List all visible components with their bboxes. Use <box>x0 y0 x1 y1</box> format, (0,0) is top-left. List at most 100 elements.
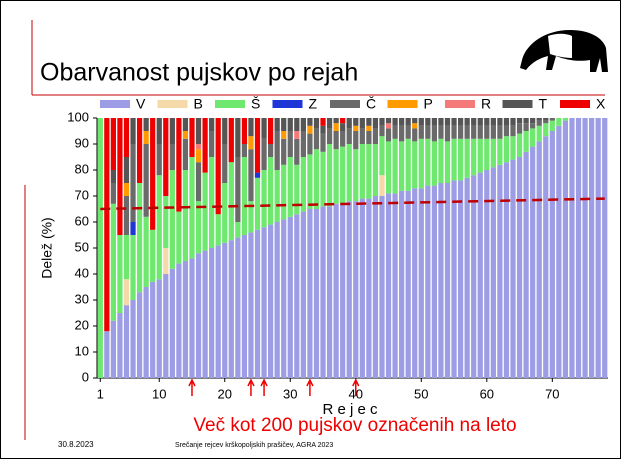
bar-segment <box>117 118 122 235</box>
bar-segment <box>445 126 450 142</box>
bar-segment <box>399 141 404 190</box>
bar-segment <box>366 118 371 126</box>
bar-segment <box>399 118 404 126</box>
bar-segment <box>497 118 502 126</box>
bar-segment <box>576 118 581 378</box>
bar-segment <box>261 118 266 139</box>
bar-segment <box>438 118 443 126</box>
bar-segment <box>222 118 227 144</box>
bar-segment <box>111 321 116 378</box>
bar-segment <box>373 196 378 378</box>
bar-segment <box>189 258 194 378</box>
y-tick-label: 70 <box>75 187 89 202</box>
bar-segment <box>517 157 522 378</box>
bar-segment <box>150 230 155 282</box>
bar-segment <box>543 123 548 136</box>
bar-segment <box>327 118 332 128</box>
bar-segment <box>229 118 234 162</box>
bar-segment <box>406 118 411 126</box>
bar-segment <box>491 139 496 168</box>
bar-segment <box>196 253 201 378</box>
bar-segment <box>268 118 273 144</box>
bar-segment <box>288 118 293 131</box>
bar-segment <box>340 147 345 204</box>
bar-segment <box>301 118 306 131</box>
x-tick-label: 20 <box>218 386 232 401</box>
bar-segment <box>478 118 483 126</box>
bar-segment <box>347 118 352 128</box>
bar-segment <box>517 118 522 123</box>
bar-segment <box>340 131 345 147</box>
legend-label: Č <box>366 96 376 112</box>
bar-segment <box>255 173 260 178</box>
bar-segment <box>222 243 227 378</box>
bar-segment <box>209 248 214 378</box>
bar-segment <box>510 160 515 378</box>
bar-segment <box>465 126 470 139</box>
bar-segment <box>465 178 470 378</box>
bar-segment <box>176 264 181 378</box>
bar-segment <box>550 131 555 378</box>
bar-segment <box>353 149 358 201</box>
bar-segment <box>320 134 325 152</box>
bar-segment <box>425 118 430 126</box>
bar-segment <box>104 118 109 331</box>
legend-label: Š <box>251 96 260 112</box>
bar-segment <box>478 139 483 173</box>
bar-segment <box>229 240 234 378</box>
bar-segment <box>130 144 135 222</box>
bar-segment <box>530 118 535 123</box>
bar-segment <box>412 141 417 188</box>
bar-segment <box>294 165 299 214</box>
y-axis-label: Delež (%) <box>39 217 55 278</box>
bar-segment <box>406 191 411 378</box>
bar-segment <box>170 118 175 144</box>
bar-segment <box>281 131 286 139</box>
bar-segment <box>543 136 548 378</box>
bar-segment <box>589 118 594 378</box>
bar-segment <box>150 118 155 230</box>
y-tick-label: 50 <box>75 239 89 254</box>
bar-segment <box>465 118 470 126</box>
bar-segment <box>386 193 391 378</box>
bar-segment <box>307 209 312 378</box>
bar-segment <box>491 126 496 139</box>
bar-segment <box>504 118 509 126</box>
bar-segment <box>379 175 384 196</box>
bar-segment <box>307 134 312 155</box>
bar-segment <box>288 217 293 378</box>
bar-segment <box>242 235 247 378</box>
bar-segment <box>334 149 339 204</box>
bar-segment <box>392 139 397 194</box>
bar-segment <box>530 123 535 128</box>
bar-segment <box>491 167 496 378</box>
bar-segment <box>530 128 535 146</box>
bar-segment <box>202 173 207 251</box>
bar-segment <box>255 178 260 230</box>
bar-segment <box>248 232 253 378</box>
bar-segment <box>386 128 391 141</box>
bar-segment <box>386 118 391 123</box>
bar-segment <box>301 131 306 157</box>
bar-segment <box>130 118 135 144</box>
bar-segment <box>602 118 607 378</box>
bar-segment <box>484 118 489 126</box>
bar-segment <box>229 162 234 240</box>
bar-segment <box>360 128 365 144</box>
legend-swatch <box>158 100 188 108</box>
bar-segment <box>196 162 201 201</box>
bar-segment <box>196 118 201 144</box>
bar-segment <box>523 131 528 152</box>
bar-segment <box>517 134 522 157</box>
footer-date: 30.8.2023 <box>58 440 94 449</box>
bar-segment <box>209 131 214 157</box>
bar-segment <box>294 214 299 378</box>
bar-segment <box>248 136 253 149</box>
bar-segment <box>438 139 443 183</box>
bar-segment <box>399 191 404 378</box>
bar-segment <box>98 118 103 378</box>
bar-segment <box>373 144 378 196</box>
bar-segment <box>504 162 509 378</box>
legend-label: P <box>424 96 433 112</box>
bar-segment <box>176 118 181 212</box>
